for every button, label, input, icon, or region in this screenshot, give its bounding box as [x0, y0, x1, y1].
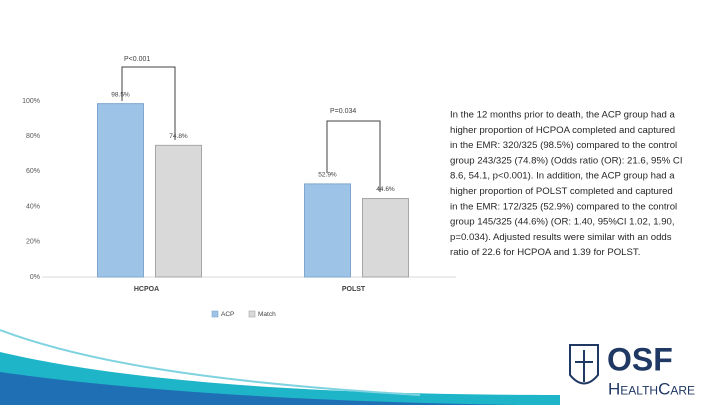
legend-swatch [211, 310, 219, 318]
paragraph-line: In the 12 months prior to death, the ACP… [450, 110, 676, 121]
x-tick-label: POLST [342, 286, 366, 293]
y-tick-label: 0% [30, 274, 40, 281]
y-tick-label: 100% [22, 98, 40, 105]
bar [155, 144, 202, 278]
decor-swoosh [0, 372, 520, 405]
paragraph-line: higher proportion of POLST completed and… [450, 186, 673, 197]
paragraph-line: in the EMR: 172/325 (52.9%) compared to … [450, 201, 677, 212]
annotation: P=0.034 [330, 108, 356, 115]
y-tick-label: 20% [26, 239, 40, 246]
paragraph-line: group 145/325 (44.6%) (OR: 1.40, 95%CI 1… [450, 217, 675, 228]
annotation: P<0.001 [124, 56, 150, 63]
legend-label: Match [258, 311, 276, 318]
value-label: 52.9% [318, 172, 337, 179]
value-label: 98.5% [111, 91, 130, 98]
paragraph-line: higher proportion of HCPOA completed and… [450, 125, 675, 136]
bar [362, 198, 409, 278]
paragraph-line: group 243/325 (74.8%) (Odds ratio (OR): … [450, 155, 683, 166]
logo: OSF HealthCare [569, 341, 695, 398]
y-tick-label: 60% [26, 168, 40, 175]
logo-emblem [569, 344, 599, 385]
bracket [121, 66, 176, 140]
logo-subtitle: HealthCare [608, 379, 695, 398]
paragraph-line: 8.6, 54.1, p<0.001). In addition, the AC… [450, 171, 675, 182]
bracket [326, 120, 381, 192]
x-tick-label: HCPOA [134, 286, 159, 293]
logo-name: OSF [607, 341, 673, 377]
paragraph-line: ratio of 22.6 for HCPOA and 1.39 for POL… [450, 247, 640, 258]
y-tick-label: 80% [26, 133, 40, 140]
decor-swoosh [0, 329, 421, 396]
logo-emblem [575, 350, 593, 382]
paragraph-line: in the EMR: 320/325 (98.5%) compared to … [450, 140, 677, 151]
value-label: 44.6% [376, 186, 395, 193]
paragraph-line: p=0.034). Adjusted results were similar … [450, 232, 672, 243]
bar [304, 183, 351, 278]
legend-swatch [248, 310, 256, 318]
y-tick-label: 40% [26, 203, 40, 210]
value-label: 74.8% [169, 133, 188, 140]
bar [97, 103, 144, 278]
legend-label: ACP [221, 311, 234, 318]
